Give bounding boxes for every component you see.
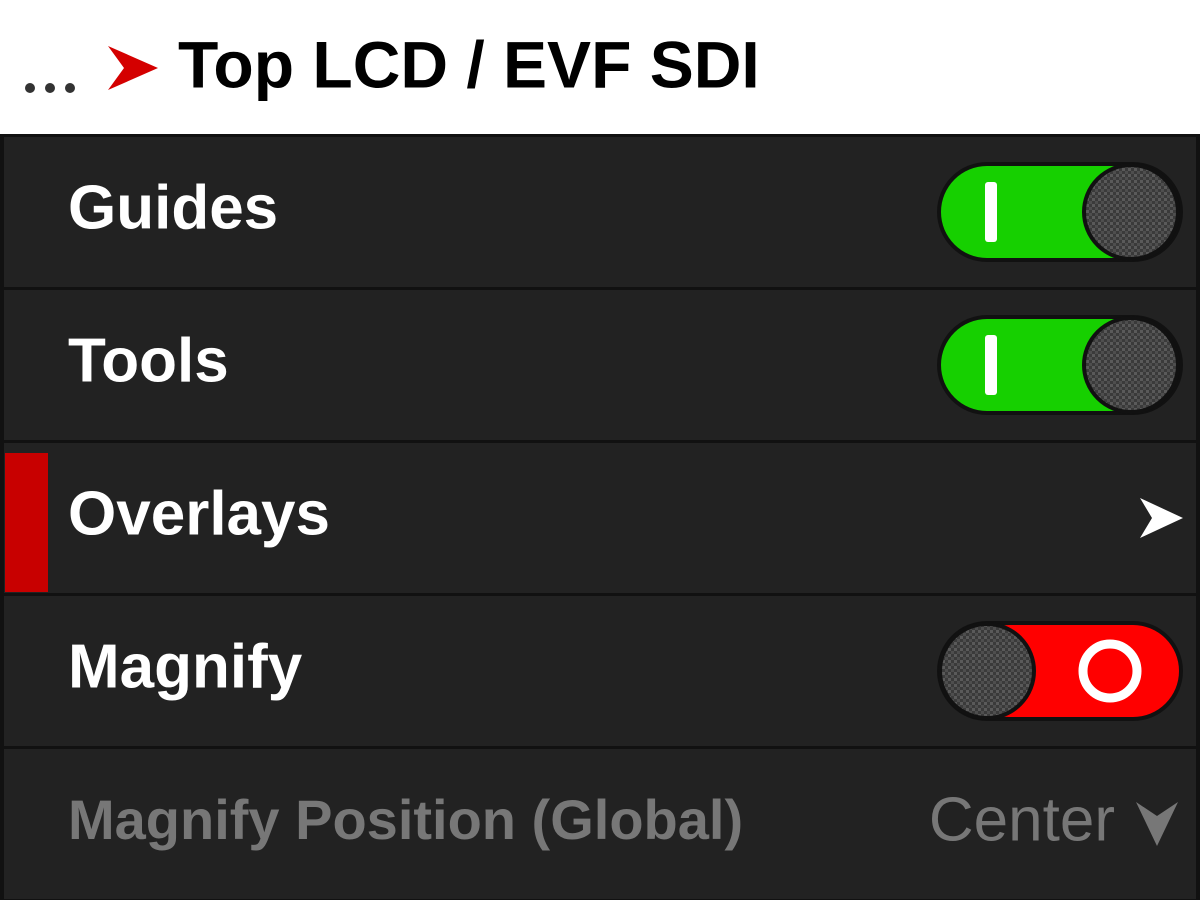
row-background — [4, 443, 1196, 593]
dot — [45, 83, 55, 93]
breadcrumb-arrow — [108, 46, 158, 90]
toggle-knob — [1082, 163, 1180, 261]
dot — [65, 83, 75, 93]
menu-row: Magnify Position (Global) Center — [4, 749, 1196, 899]
selection-indicator — [5, 453, 48, 592]
dropdown-arrow — [1136, 802, 1178, 846]
menu-row[interactable]: Guides — [4, 137, 1196, 287]
header: Top LCD / EVF SDI — [0, 0, 1200, 134]
dot — [25, 83, 35, 93]
toggle-switch[interactable] — [937, 162, 1183, 262]
header-title: Top LCD / EVF SDI — [178, 27, 760, 101]
submenu-arrow[interactable] — [1140, 498, 1183, 538]
toggle-on-mark — [985, 335, 997, 395]
row-label: Magnify Position (Global) — [68, 788, 743, 851]
menu-row[interactable]: Magnify — [4, 596, 1196, 746]
toggle-off-mark — [1078, 639, 1142, 703]
toggle-knob — [1082, 316, 1180, 414]
row-label: Tools — [68, 326, 229, 395]
toggle-knob — [938, 622, 1036, 720]
menu-row[interactable]: Tools — [4, 290, 1196, 440]
toggle-on-mark — [985, 182, 997, 242]
row-label: Overlays — [68, 479, 330, 548]
toggle-switch[interactable] — [937, 315, 1183, 415]
menu-list: Guides Tools Overlays Magnify Magnify Positi… — [4, 137, 1196, 899]
menu-row[interactable]: Overlays — [4, 443, 1196, 593]
toggle-switch[interactable] — [937, 621, 1183, 721]
row-background — [4, 749, 1196, 899]
row-label: Magnify — [68, 632, 303, 701]
row-label: Guides — [68, 173, 278, 242]
row-value: Center — [929, 785, 1115, 854]
back-button[interactable] — [25, 46, 158, 93]
header-bar — [0, 0, 1200, 134]
